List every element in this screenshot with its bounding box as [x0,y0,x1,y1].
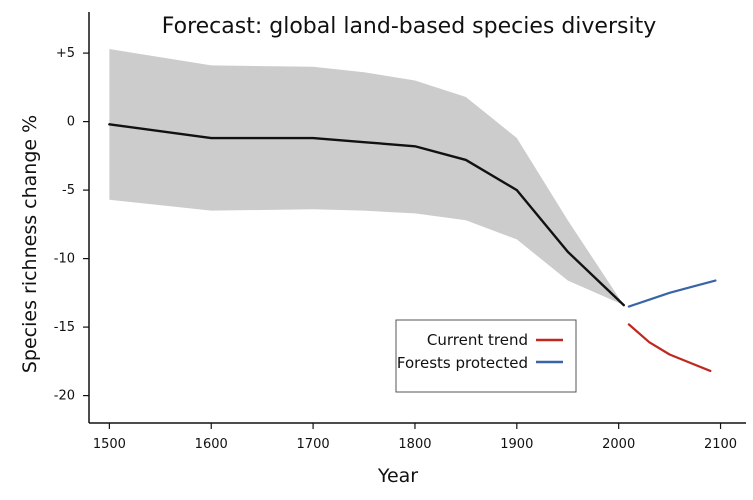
plot-area [108,48,717,373]
forests-protected-line [627,279,717,308]
legend: Current trend Forests protected [395,319,577,393]
uncertainty-band [109,48,624,306]
x-tick-label: 1700 [297,437,330,452]
x-tick-label: 1500 [93,437,126,452]
legend-label-current-trend: Current trend [427,331,528,349]
y-tick-label: -20 [54,389,75,404]
y-tick-label: 0 [67,115,75,130]
x-tick-label: 1900 [500,437,533,452]
legend-box [395,319,577,393]
x-tick-label: 1800 [398,437,431,452]
y-tick-label: -10 [54,252,75,267]
y-tick-label: +5 [56,46,75,61]
historical-trend-line [108,123,625,307]
y-tick-label: -15 [54,320,75,335]
y-tick-label: -5 [62,183,75,198]
x-tick-label: 2000 [602,437,635,452]
chart-title: Forecast: global land-based species dive… [162,14,656,39]
y-axis-label: Species richness change % [19,115,41,373]
x-axis-label: Year [377,465,418,487]
x-tick-label: 1600 [195,437,228,452]
x-tick-label: 2100 [704,437,737,452]
current-trend-line [627,323,712,373]
legend-label-forests-protected: Forests protected [397,354,528,372]
axis-ticks: +5 0 -5 -10 -15 -20 1500 1600 1700 1800 1900 2000 21… [54,46,737,452]
